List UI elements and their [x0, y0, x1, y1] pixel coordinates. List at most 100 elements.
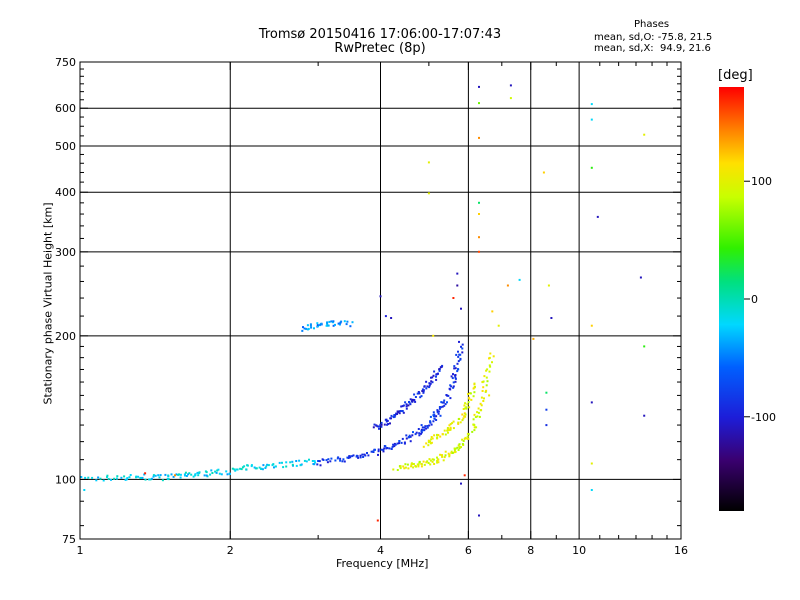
- trace-point: [443, 404, 446, 407]
- trace-point: [398, 440, 401, 442]
- trace-point: [343, 320, 346, 323]
- trace-point: [424, 425, 427, 428]
- trace-point: [334, 323, 336, 326]
- trace-point: [439, 453, 442, 456]
- echo-point: [456, 272, 459, 275]
- trace-point: [420, 428, 423, 431]
- trace-point: [422, 460, 425, 463]
- trace-point: [396, 410, 399, 413]
- trace-point: [417, 465, 420, 468]
- trace-point: [484, 390, 487, 393]
- trace-point: [346, 456, 349, 459]
- trace-point: [317, 460, 320, 462]
- trace-point: [458, 443, 461, 446]
- grid-lines: [80, 62, 681, 539]
- trace-point: [393, 415, 396, 418]
- trace-point: [305, 460, 308, 463]
- trace-point: [452, 427, 455, 430]
- trace-point: [226, 473, 229, 476]
- x-tick-label: 16: [674, 544, 688, 557]
- trace-point: [412, 431, 414, 434]
- trace-point: [389, 422, 391, 425]
- trace-point: [326, 461, 329, 464]
- trace-point: [411, 400, 414, 403]
- trace-point: [380, 421, 383, 424]
- trace-point: [110, 478, 112, 481]
- trace-point: [396, 469, 399, 471]
- trace-point: [453, 365, 456, 368]
- trace-point: [430, 436, 433, 438]
- trace-point: [448, 455, 451, 458]
- trace-point: [441, 401, 444, 404]
- echo-point: [509, 84, 512, 87]
- trace-point: [246, 464, 249, 467]
- trace-point: [345, 323, 348, 326]
- trace-point: [461, 419, 464, 422]
- trace-point: [440, 406, 443, 409]
- trace-point: [318, 460, 321, 463]
- trace-point: [139, 477, 142, 479]
- echo-point: [384, 315, 387, 318]
- echo-point: [643, 345, 646, 348]
- trace-point: [423, 385, 426, 388]
- trace-point: [460, 345, 462, 348]
- echo-point: [643, 414, 646, 417]
- trace-point: [462, 408, 465, 410]
- trace-point: [458, 445, 461, 448]
- trace-point: [401, 410, 404, 413]
- trace-point: [209, 473, 212, 476]
- trace-point: [463, 412, 466, 415]
- trace-point: [447, 429, 450, 432]
- trace-point: [328, 320, 331, 323]
- trace-point: [179, 473, 182, 476]
- echo-point: [478, 201, 480, 204]
- trace-point: [340, 320, 343, 323]
- trace-point: [399, 410, 402, 412]
- trace-point: [439, 414, 442, 417]
- echo-point: [590, 401, 593, 404]
- trace-point: [154, 474, 157, 477]
- trace-point: [448, 424, 451, 427]
- trace-point: [420, 431, 423, 434]
- echo-point: [643, 133, 646, 136]
- trace-point: [431, 376, 434, 379]
- trace-point: [456, 446, 459, 449]
- trace-point: [386, 447, 389, 449]
- trace-point: [431, 381, 434, 384]
- trace-point: [409, 398, 412, 401]
- trace-point: [194, 473, 197, 476]
- trace-point: [454, 447, 457, 450]
- trace-point: [407, 467, 410, 470]
- trace-point: [425, 427, 428, 430]
- trace-point: [420, 463, 423, 465]
- trace-point: [471, 430, 474, 433]
- trace-point: [303, 459, 306, 462]
- trace-point: [291, 463, 294, 466]
- trace-point: [436, 461, 439, 464]
- x-tick-label: 1: [77, 544, 84, 557]
- trace-point: [466, 435, 469, 438]
- x-tick-label: 10: [572, 544, 586, 557]
- trace-point: [327, 458, 330, 461]
- y-tick-label: 500: [55, 140, 76, 153]
- trace-point: [426, 425, 429, 427]
- trace-point: [393, 445, 396, 448]
- trace-point: [203, 474, 206, 477]
- trace-point: [480, 396, 483, 399]
- trace-point: [305, 327, 308, 330]
- trace-point: [480, 404, 483, 407]
- x-tick-label: 2: [227, 544, 234, 557]
- trace-point: [412, 466, 415, 469]
- trace-point: [443, 429, 446, 432]
- phases-x-line: mean, sd,X: 94.9, 21.6: [594, 43, 711, 54]
- trace-point: [432, 414, 435, 417]
- trace-point: [443, 399, 446, 402]
- trace-point: [378, 427, 380, 430]
- trace-point: [446, 401, 448, 404]
- trace-point: [409, 435, 412, 438]
- trace-point: [456, 370, 459, 373]
- trace-point: [429, 420, 432, 423]
- trace-point: [426, 426, 429, 429]
- colorbar-ticks: 100 0 -100: [744, 175, 776, 424]
- trace-point: [450, 385, 453, 388]
